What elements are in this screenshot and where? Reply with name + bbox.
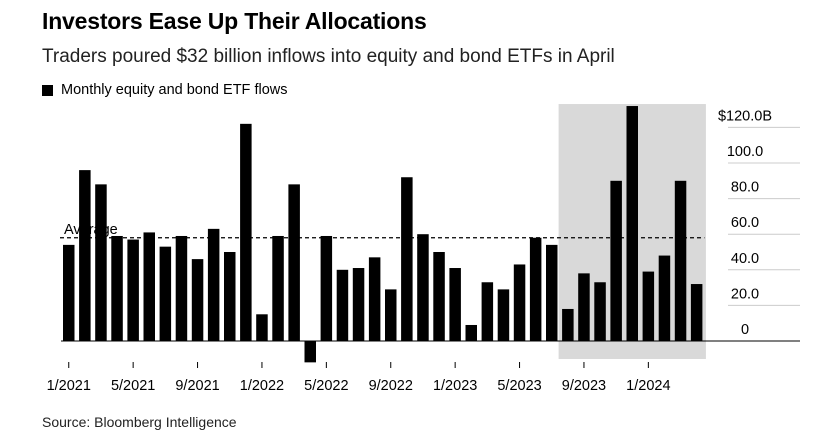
bar-6/2023 — [529, 237, 542, 341]
bar-7/2023 — [546, 244, 558, 341]
x-tick-label: 5/2022 — [304, 378, 348, 394]
bar-12/2023 — [626, 106, 638, 341]
bar-10/2023 — [594, 282, 606, 341]
bar-3/2023 — [481, 282, 494, 341]
bar-3/2024 — [674, 180, 687, 341]
x-tick-label: 5/2023 — [497, 378, 541, 394]
x-tick-label: 1/2021 — [47, 378, 91, 394]
y-tick-label: 20.0 — [731, 286, 759, 302]
bar-11/2022 — [417, 234, 429, 341]
bar-5/2022 — [320, 235, 333, 341]
bar-9/2022 — [385, 289, 397, 341]
bar-11/2021 — [224, 252, 236, 341]
bar-10/2021 — [207, 228, 220, 341]
bar-12/2021 — [240, 123, 252, 341]
x-tick-label: 9/2021 — [175, 378, 219, 394]
y-tick-label: 60.0 — [731, 215, 759, 231]
bar-1/2024 — [642, 271, 655, 341]
bar-4/2022 — [304, 341, 316, 363]
y-tick-label: $120.0B — [718, 108, 772, 124]
bar-1/2023 — [449, 268, 461, 341]
bar-12/2022 — [433, 252, 445, 341]
bar-1/2021 — [63, 244, 75, 341]
legend-swatch — [42, 84, 53, 96]
bar-9/2023 — [578, 273, 590, 341]
chart-subtitle: Traders poured $32 billion inflows into … — [42, 46, 615, 67]
y-tick-label: 80.0 — [731, 180, 759, 196]
bar-4/2023 — [497, 289, 510, 341]
chart-title: Investors Ease Up Their Allocations — [42, 8, 427, 34]
y-tick-label: 100.0 — [727, 144, 763, 160]
y-tick-label: 0 — [741, 322, 749, 338]
x-tick-label: 1/2023 — [433, 378, 477, 394]
bar-9/2021 — [191, 259, 204, 341]
bar-4/2024 — [690, 284, 703, 341]
x-tick-label: 1/2024 — [626, 378, 670, 394]
bar-8/2022 — [368, 257, 381, 341]
x-tick-label: 1/2022 — [240, 378, 284, 394]
bar-10/2022 — [401, 177, 413, 341]
x-tick-label: 5/2021 — [111, 378, 155, 394]
x-tick-label: 9/2022 — [369, 378, 413, 394]
bar-7/2021 — [159, 246, 172, 341]
bar-4/2021 — [111, 235, 123, 341]
bar-7/2022 — [352, 268, 365, 341]
bar-5/2021 — [127, 239, 139, 341]
legend-label: Monthly equity and bond ETF flows — [61, 82, 288, 98]
bar-6/2021 — [143, 232, 155, 341]
bar-2/2022 — [272, 235, 284, 341]
bar-3/2021 — [95, 184, 107, 341]
bar-2/2023 — [465, 324, 477, 341]
bar-11/2023 — [610, 180, 622, 341]
bar-2/2021 — [79, 170, 91, 341]
average-label: Average — [64, 222, 118, 238]
bar-8/2023 — [562, 308, 574, 341]
y-tick-label: 40.0 — [731, 251, 759, 267]
bar-3/2022 — [288, 184, 300, 341]
bar-8/2021 — [175, 235, 188, 341]
bar-6/2022 — [336, 269, 349, 341]
source-note: Source: Bloomberg Intelligence — [42, 414, 237, 430]
legend: Monthly equity and bond ETF flows — [42, 82, 287, 98]
x-tick-label: 9/2023 — [562, 378, 606, 394]
bar-5/2023 — [513, 264, 526, 341]
bar-2/2024 — [658, 255, 671, 341]
bar-1/2022 — [256, 314, 268, 341]
